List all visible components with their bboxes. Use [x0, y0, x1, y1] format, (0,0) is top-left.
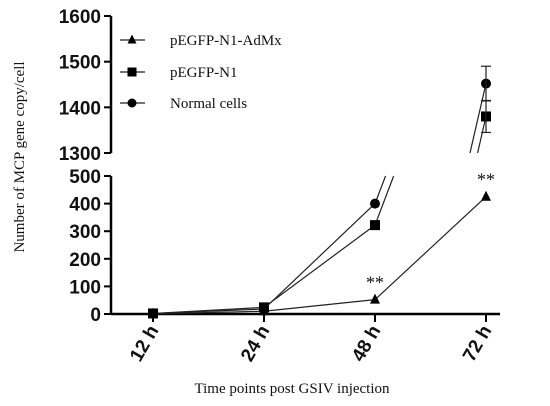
series-line [374, 196, 487, 301]
series-line [469, 83, 487, 154]
legend-label: Normal cells [170, 96, 247, 112]
x-tick-label: 12 h [126, 322, 163, 365]
data-point [481, 190, 491, 201]
y-axis-title: Number of MCP gene copy/cell [12, 61, 28, 252]
y-tick-label: 500 [69, 167, 101, 188]
y-tick-label: 100 [69, 277, 101, 298]
series-line [477, 116, 487, 154]
data-point [370, 293, 380, 304]
x-axis-title: Time points post GSIV injection [194, 381, 390, 397]
y-tick-label: 1300 [59, 144, 101, 165]
series-line [152, 308, 265, 315]
significance-label: ** [366, 273, 384, 293]
y-tick-label: 200 [69, 250, 101, 271]
x-tick-label: 72 h [459, 322, 496, 365]
series-line [263, 203, 376, 310]
legend-marker [127, 34, 137, 44]
x-tick-label: 48 h [348, 322, 385, 365]
series-layer: ** ** [148, 65, 495, 319]
y-tick-label: 400 [69, 195, 101, 216]
legend-marker [127, 98, 137, 108]
legend-marker [127, 67, 137, 77]
series-line [263, 224, 376, 308]
x-tick-label: 24 h [237, 322, 274, 365]
y-tick-label: 1500 [59, 53, 101, 74]
data-point [370, 198, 380, 209]
legend-label: pEGFP-N1 [170, 65, 238, 81]
data-point [370, 220, 380, 231]
data-point [259, 304, 269, 315]
series-line [374, 175, 395, 226]
legend-label: pEGFP-N1-AdMx [170, 33, 282, 49]
data-point [148, 308, 158, 319]
y-tick-label: 0 [90, 305, 101, 326]
y-tick-label: 1600 [59, 7, 101, 28]
legend: pEGFP-N1-AdMx pEGFP-N1 Normal cells [120, 33, 282, 112]
significance-label: ** [477, 170, 495, 190]
series-line [263, 299, 376, 312]
y-tick-label: 1400 [59, 98, 101, 119]
y-tick-label: 300 [69, 222, 101, 243]
